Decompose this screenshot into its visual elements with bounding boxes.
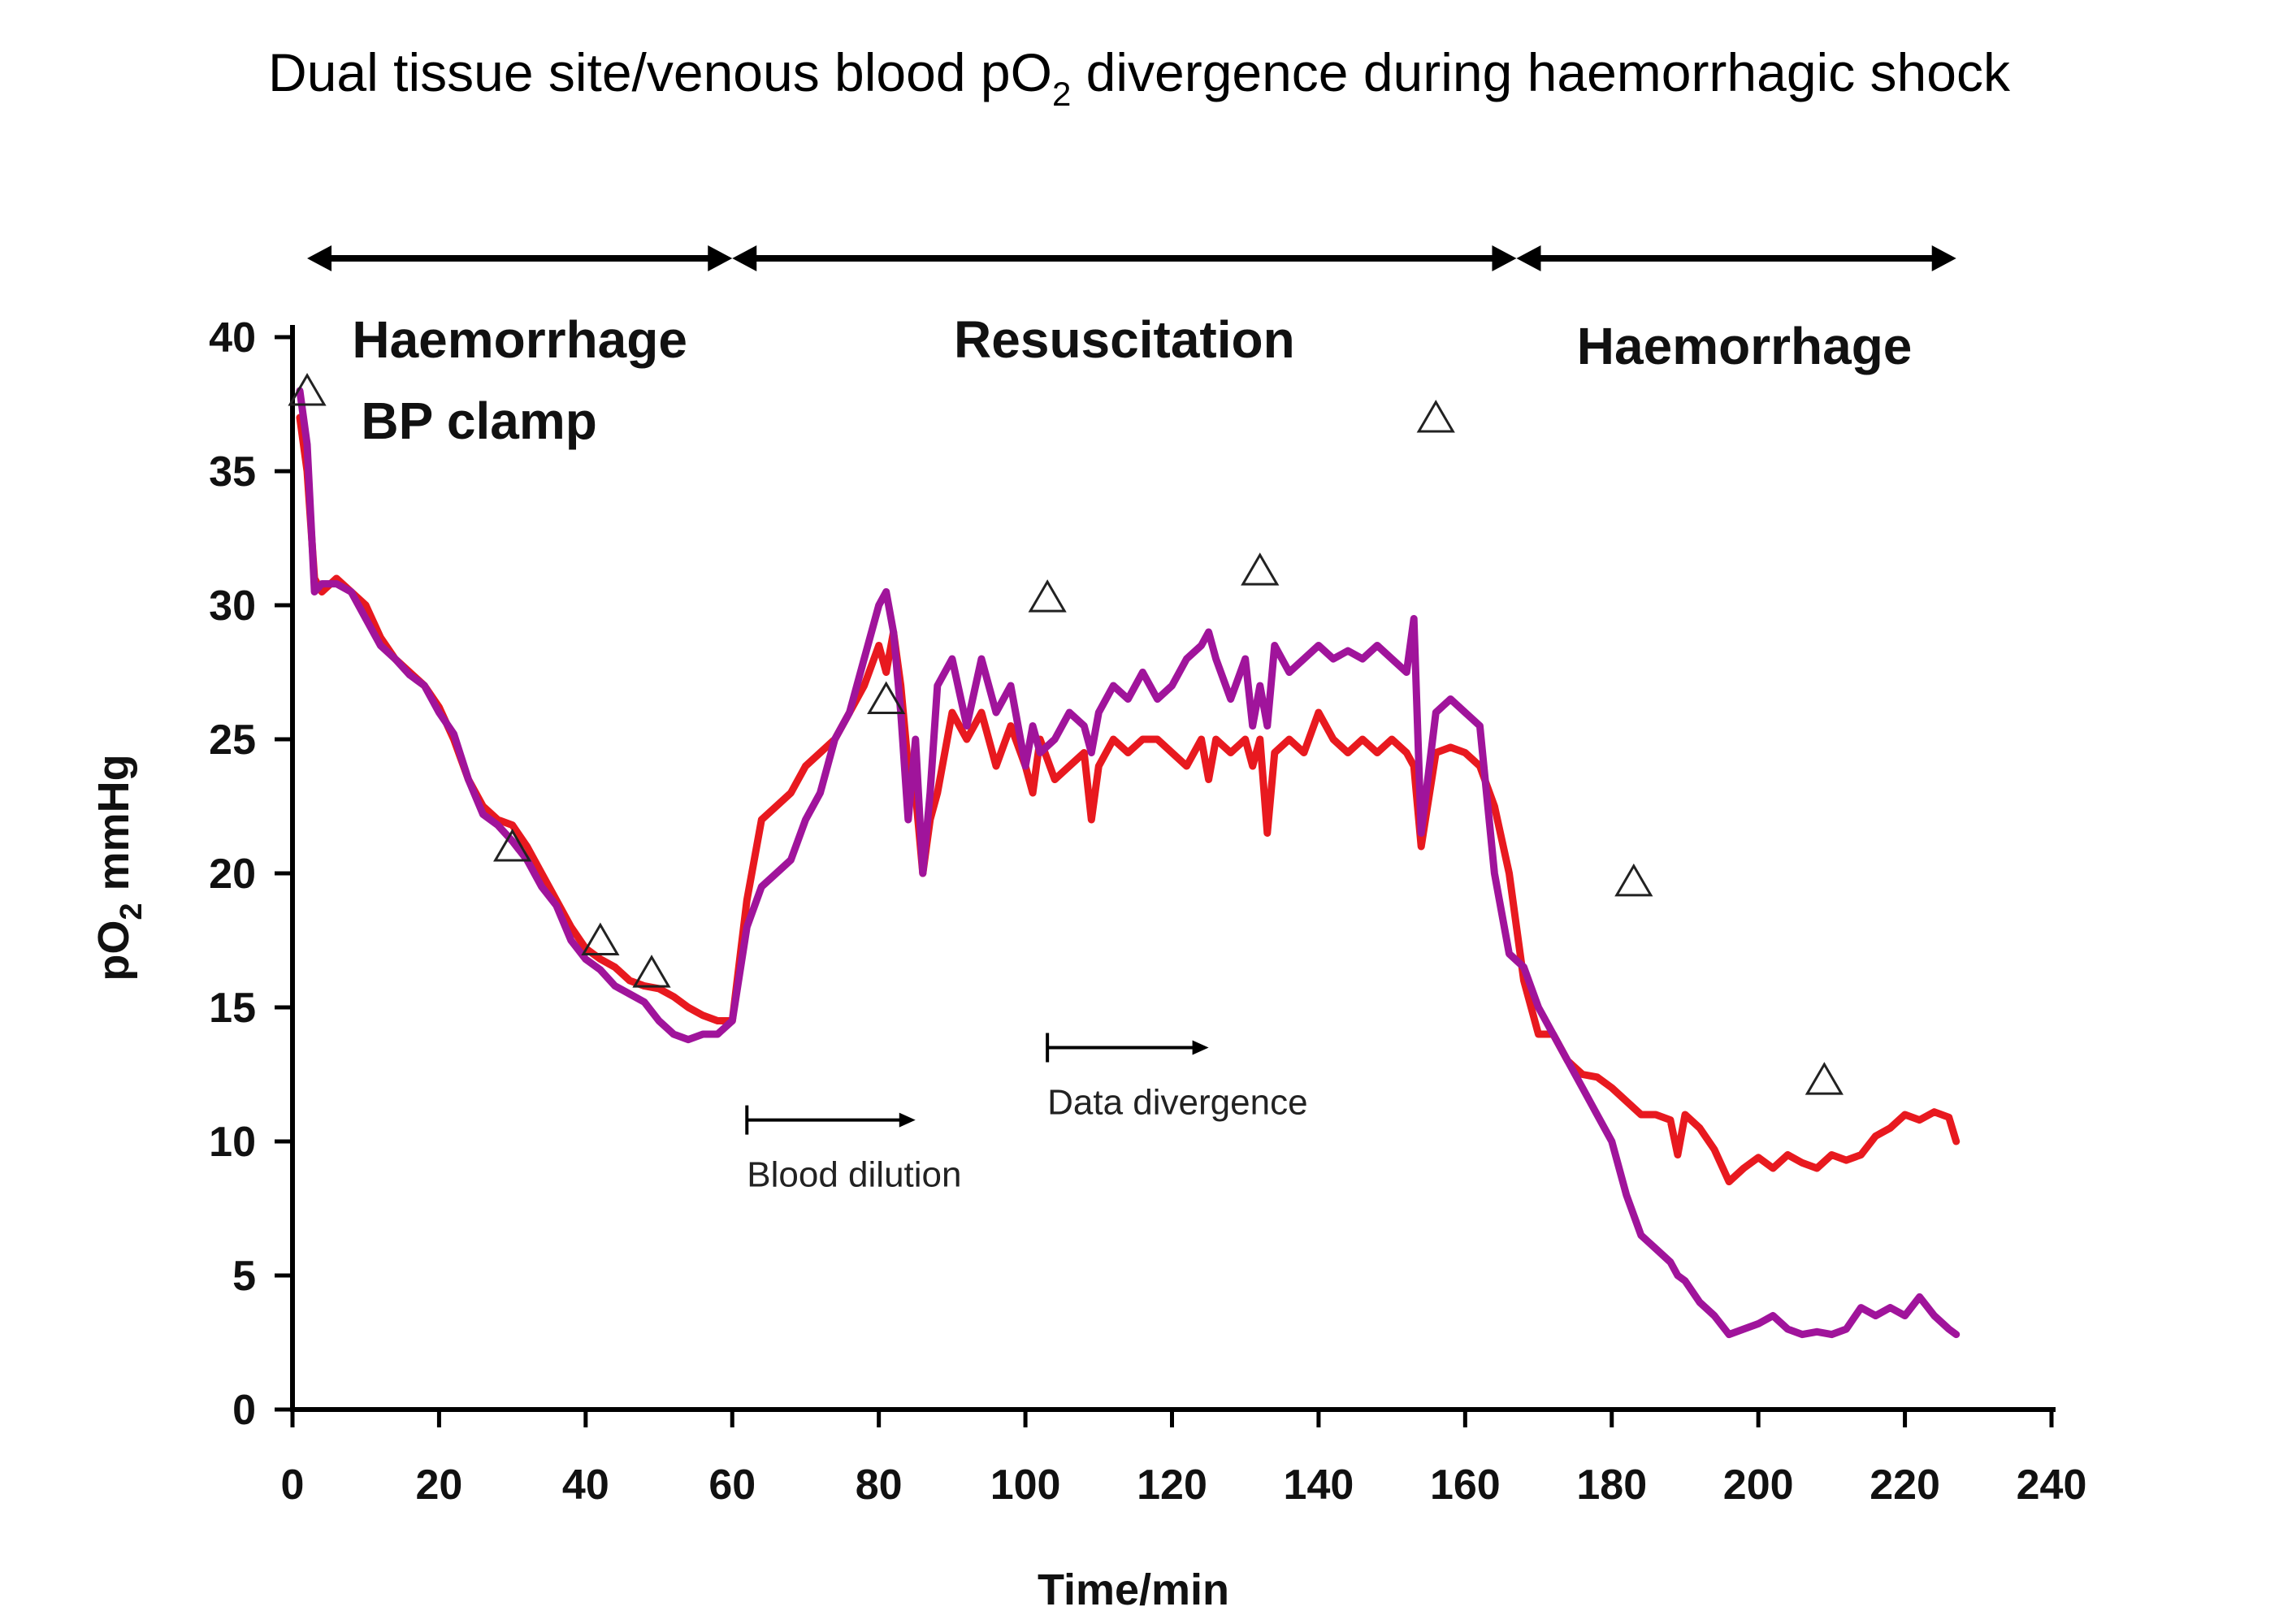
phase-label: Haemorrhage — [1577, 317, 1913, 375]
venous-blood-point — [1614, 863, 1653, 897]
series-line-2 — [296, 387, 1961, 1339]
x-tick-label: 100 — [990, 1462, 1061, 1509]
x-tick-label: 20 — [415, 1462, 462, 1509]
y-tick-label: 30 — [209, 582, 256, 630]
venous-blood-point — [1805, 1062, 1844, 1095]
phase-label: Resuscitation — [954, 310, 1295, 369]
x-tick-label: 200 — [1723, 1462, 1794, 1509]
venous-blood-point — [493, 829, 532, 862]
phase-arrow-head-left — [307, 245, 332, 271]
venous-blood-point — [1028, 579, 1067, 613]
venous-blood-point — [1241, 552, 1280, 586]
annotation-arrow-head — [1192, 1040, 1209, 1055]
x-tick-label: 80 — [856, 1462, 903, 1509]
venous-blood-point — [867, 681, 906, 714]
phase-arrow-head-left — [1516, 245, 1541, 271]
x-tick-label: 120 — [1137, 1462, 1207, 1509]
annotation-arrow-head — [899, 1112, 916, 1128]
x-tick-label: 180 — [1576, 1462, 1647, 1509]
y-tick-label: 25 — [209, 717, 256, 764]
x-tick-label: 240 — [2017, 1462, 2087, 1509]
y-tick-label: 35 — [209, 448, 256, 496]
phase-label: Haemorrhage — [352, 310, 687, 369]
phase-arrow-head-right — [1492, 245, 1517, 271]
y-axis-label: pO2 mmHg — [89, 754, 149, 981]
phase-arrow-head-right — [708, 245, 733, 271]
x-tick-label: 0 — [281, 1462, 305, 1509]
phase-arrow-head-left — [732, 245, 757, 271]
annotation-label: Blood dilution — [747, 1155, 961, 1195]
x-tick-label: 140 — [1284, 1462, 1354, 1509]
axes — [290, 325, 2056, 1412]
phase-annotations: Haemorrhage BP clamp Resuscitation Haemorrh… — [307, 245, 1956, 450]
y-tick-label: 10 — [209, 1119, 256, 1166]
x-tick-label: 220 — [1870, 1462, 1940, 1509]
venous-blood-point — [581, 922, 620, 955]
chart-title: Dual tissue site/venous blood pO2 diverg… — [268, 42, 2011, 113]
venous-blood-point — [1416, 400, 1455, 433]
y-tick-label: 15 — [209, 985, 256, 1032]
data-series — [288, 373, 1961, 1339]
x-axis-ticks: 0 20 40 60 80 100 120 140 160 180 200 220 240 — [281, 1410, 2087, 1509]
y-tick-label: 0 — [232, 1387, 256, 1434]
text-annotations: Blood dilution Data divergence — [745, 1033, 1308, 1195]
y-tick-label: 5 — [232, 1253, 256, 1300]
venous-blood-point — [632, 955, 671, 988]
x-tick-label: 40 — [562, 1462, 609, 1509]
y-tick-label: 40 — [209, 314, 256, 362]
series-line-1 — [296, 414, 1961, 1185]
venous-blood-point — [288, 373, 327, 406]
phase-label: BP clamp — [361, 392, 597, 450]
x-tick-label: 60 — [708, 1462, 756, 1509]
x-tick-label: 160 — [1430, 1462, 1501, 1509]
phase-arrow-head-right — [1931, 245, 1956, 271]
y-axis-ticks: 0 5 10 15 20 25 30 35 40 — [209, 314, 292, 1434]
y-tick-label: 20 — [209, 851, 256, 898]
annotation-label: Data divergence — [1047, 1083, 1307, 1123]
x-axis-label: Time/min — [1038, 1566, 1229, 1614]
